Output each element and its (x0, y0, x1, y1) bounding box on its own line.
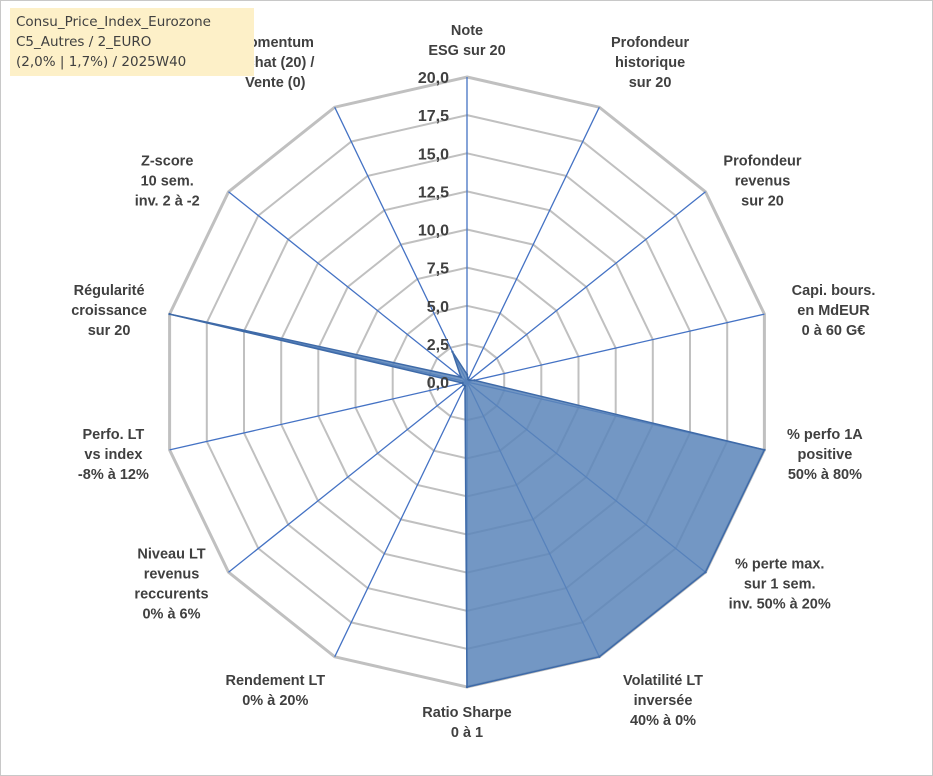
axis-label: Capi. bours. en MdEUR 0 à 60 G€ (792, 283, 876, 339)
axis-spoke (466, 106, 600, 383)
axis-spoke (466, 313, 765, 383)
axis-labels: Note ESG sur 20 Profondeur historique sur 20… (71, 23, 875, 741)
axis-label: Rendement LT 0% à 20% (225, 673, 325, 709)
tick-label: 7,5 (427, 261, 449, 278)
data-point (465, 373, 469, 376)
axis-spoke (228, 191, 468, 383)
tick-label: 5,0 (427, 299, 449, 316)
chart-header: Consu_Price_Index_Eurozone C5_Autres / 2… (10, 8, 254, 76)
data-point (462, 383, 465, 387)
data-point (763, 448, 766, 452)
axis-label: % perte max. sur 1 sem. inv. 50% à 20% (729, 556, 831, 612)
tick-label: 10,0 (418, 223, 449, 240)
header-line-2: C5_Autres / 2_EURO (16, 34, 152, 50)
axis-label: Momentum Achat (20) / Vente (0) (236, 35, 314, 91)
data-point (459, 376, 463, 379)
axis-label: Note ESG sur 20 (428, 23, 505, 59)
data-point (598, 655, 601, 658)
axis-spoke (228, 381, 468, 573)
header-line-1: Consu_Price_Index_Eurozone (16, 14, 211, 30)
axis-label: Volatilité LT inversée 40% à 0% (623, 673, 703, 729)
radial-tick-labels: 0,0 2,5 5,0 7,5 10,0 12,5 15,0 17,5 20,0 (418, 70, 449, 392)
data-point (461, 381, 464, 385)
header-line-3: (2,0% | 1,7%) / 2025W40 (16, 54, 187, 70)
axis-spoke (334, 106, 468, 383)
data-point (168, 312, 171, 316)
data-point (468, 378, 471, 382)
data-point (704, 571, 707, 574)
axis-label: Perfo. LT vs index -8% à 12% (78, 427, 149, 483)
axis-label: Niveau LT revenus reccurents 0% à 6% (134, 546, 208, 622)
tick-label: 15,0 (418, 146, 449, 163)
radar-series (168, 312, 766, 689)
axis-label: Profondeur historique sur 20 (611, 35, 689, 91)
tick-label: 2,5 (427, 337, 449, 354)
axis-spoke (334, 381, 468, 658)
data-point (473, 379, 476, 382)
axis-label: Profondeur revenus sur 20 (723, 154, 801, 210)
tick-label: 12,5 (418, 184, 449, 201)
axis-label: Régularité croissance sur 20 (71, 283, 147, 339)
axis-spoke (466, 191, 706, 383)
axis-label: % perfo 1A positive 50% à 80% (787, 427, 863, 483)
data-point (465, 685, 469, 689)
data-point (451, 350, 454, 353)
axis-label: Z-score 10 sem. inv. 2 à -2 (135, 154, 200, 210)
tick-label: 0,0 (427, 375, 449, 392)
axis-label: Ratio Sharpe 0 à 1 (422, 705, 511, 741)
axis-spoke (169, 381, 468, 451)
tick-label: 17,5 (418, 108, 449, 125)
tick-label: 20,0 (418, 70, 449, 87)
